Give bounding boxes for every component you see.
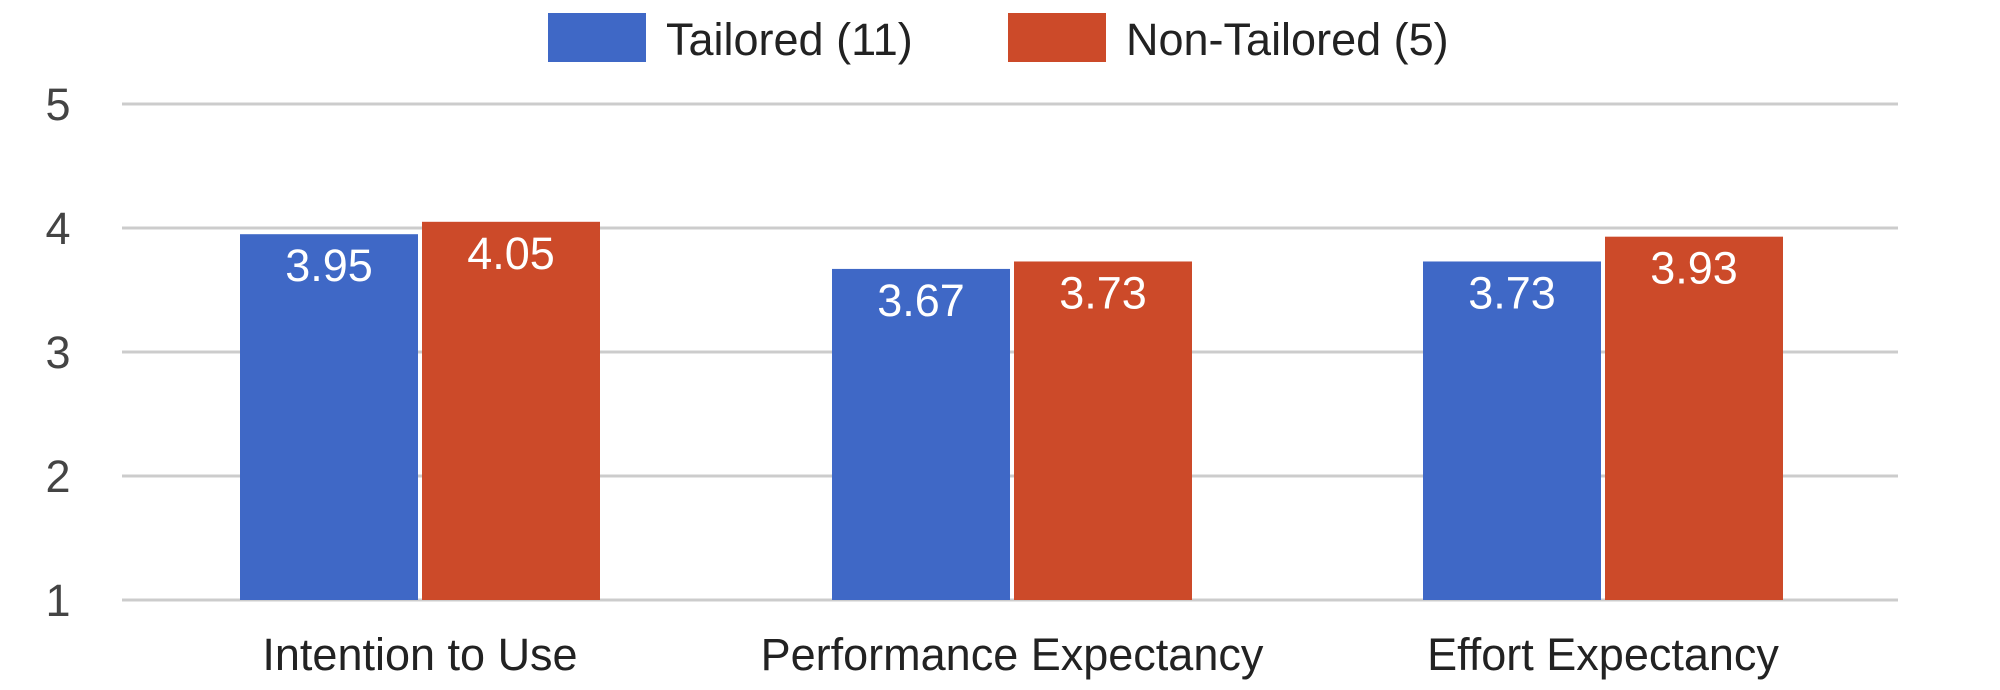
legend-label-tailored: Tailored (11): [666, 14, 913, 65]
category-label-0: Intention to Use: [262, 629, 577, 680]
legend: Tailored (11) Non-Tailored (5): [548, 13, 1449, 65]
y-tick-label-5: 5: [45, 79, 70, 130]
y-tick-label-3: 3: [45, 327, 70, 378]
category-labels: Intention to Use Performance Expectancy Ef…: [262, 629, 1779, 680]
data-label-non-tailored-0: 4.05: [467, 228, 555, 279]
bar-non-tailored-2: [1605, 236, 1783, 600]
data-label-non-tailored-2: 3.93: [1650, 243, 1738, 294]
data-label-tailored-0: 3.95: [285, 240, 373, 291]
y-tick-label-2: 2: [45, 451, 70, 502]
data-label-tailored-2: 3.73: [1468, 267, 1556, 318]
bar-non-tailored-0: [422, 221, 600, 601]
bar-tailored-0: [240, 234, 418, 600]
y-axis-ticks: 1 2 3 4 5: [45, 79, 70, 626]
legend-swatch-tailored: [548, 13, 646, 62]
data-label-tailored-1: 3.67: [877, 275, 965, 326]
bars: [240, 221, 1783, 601]
category-label-2: Effort Expectancy: [1427, 629, 1779, 680]
y-tick-label-1: 1: [45, 575, 70, 626]
bar-tailored-2: [1423, 261, 1601, 600]
legend-label-non-tailored: Non-Tailored (5): [1126, 14, 1449, 65]
category-label-1: Performance Expectancy: [761, 629, 1264, 680]
y-tick-label-4: 4: [45, 203, 70, 254]
bar-tailored-1: [832, 268, 1010, 600]
legend-swatch-non-tailored: [1008, 13, 1106, 62]
bar-non-tailored-1: [1014, 261, 1192, 600]
data-labels: 3.95 4.05 3.67 3.73 3.73 3.93: [285, 228, 1738, 326]
data-label-non-tailored-1: 3.73: [1059, 267, 1147, 318]
